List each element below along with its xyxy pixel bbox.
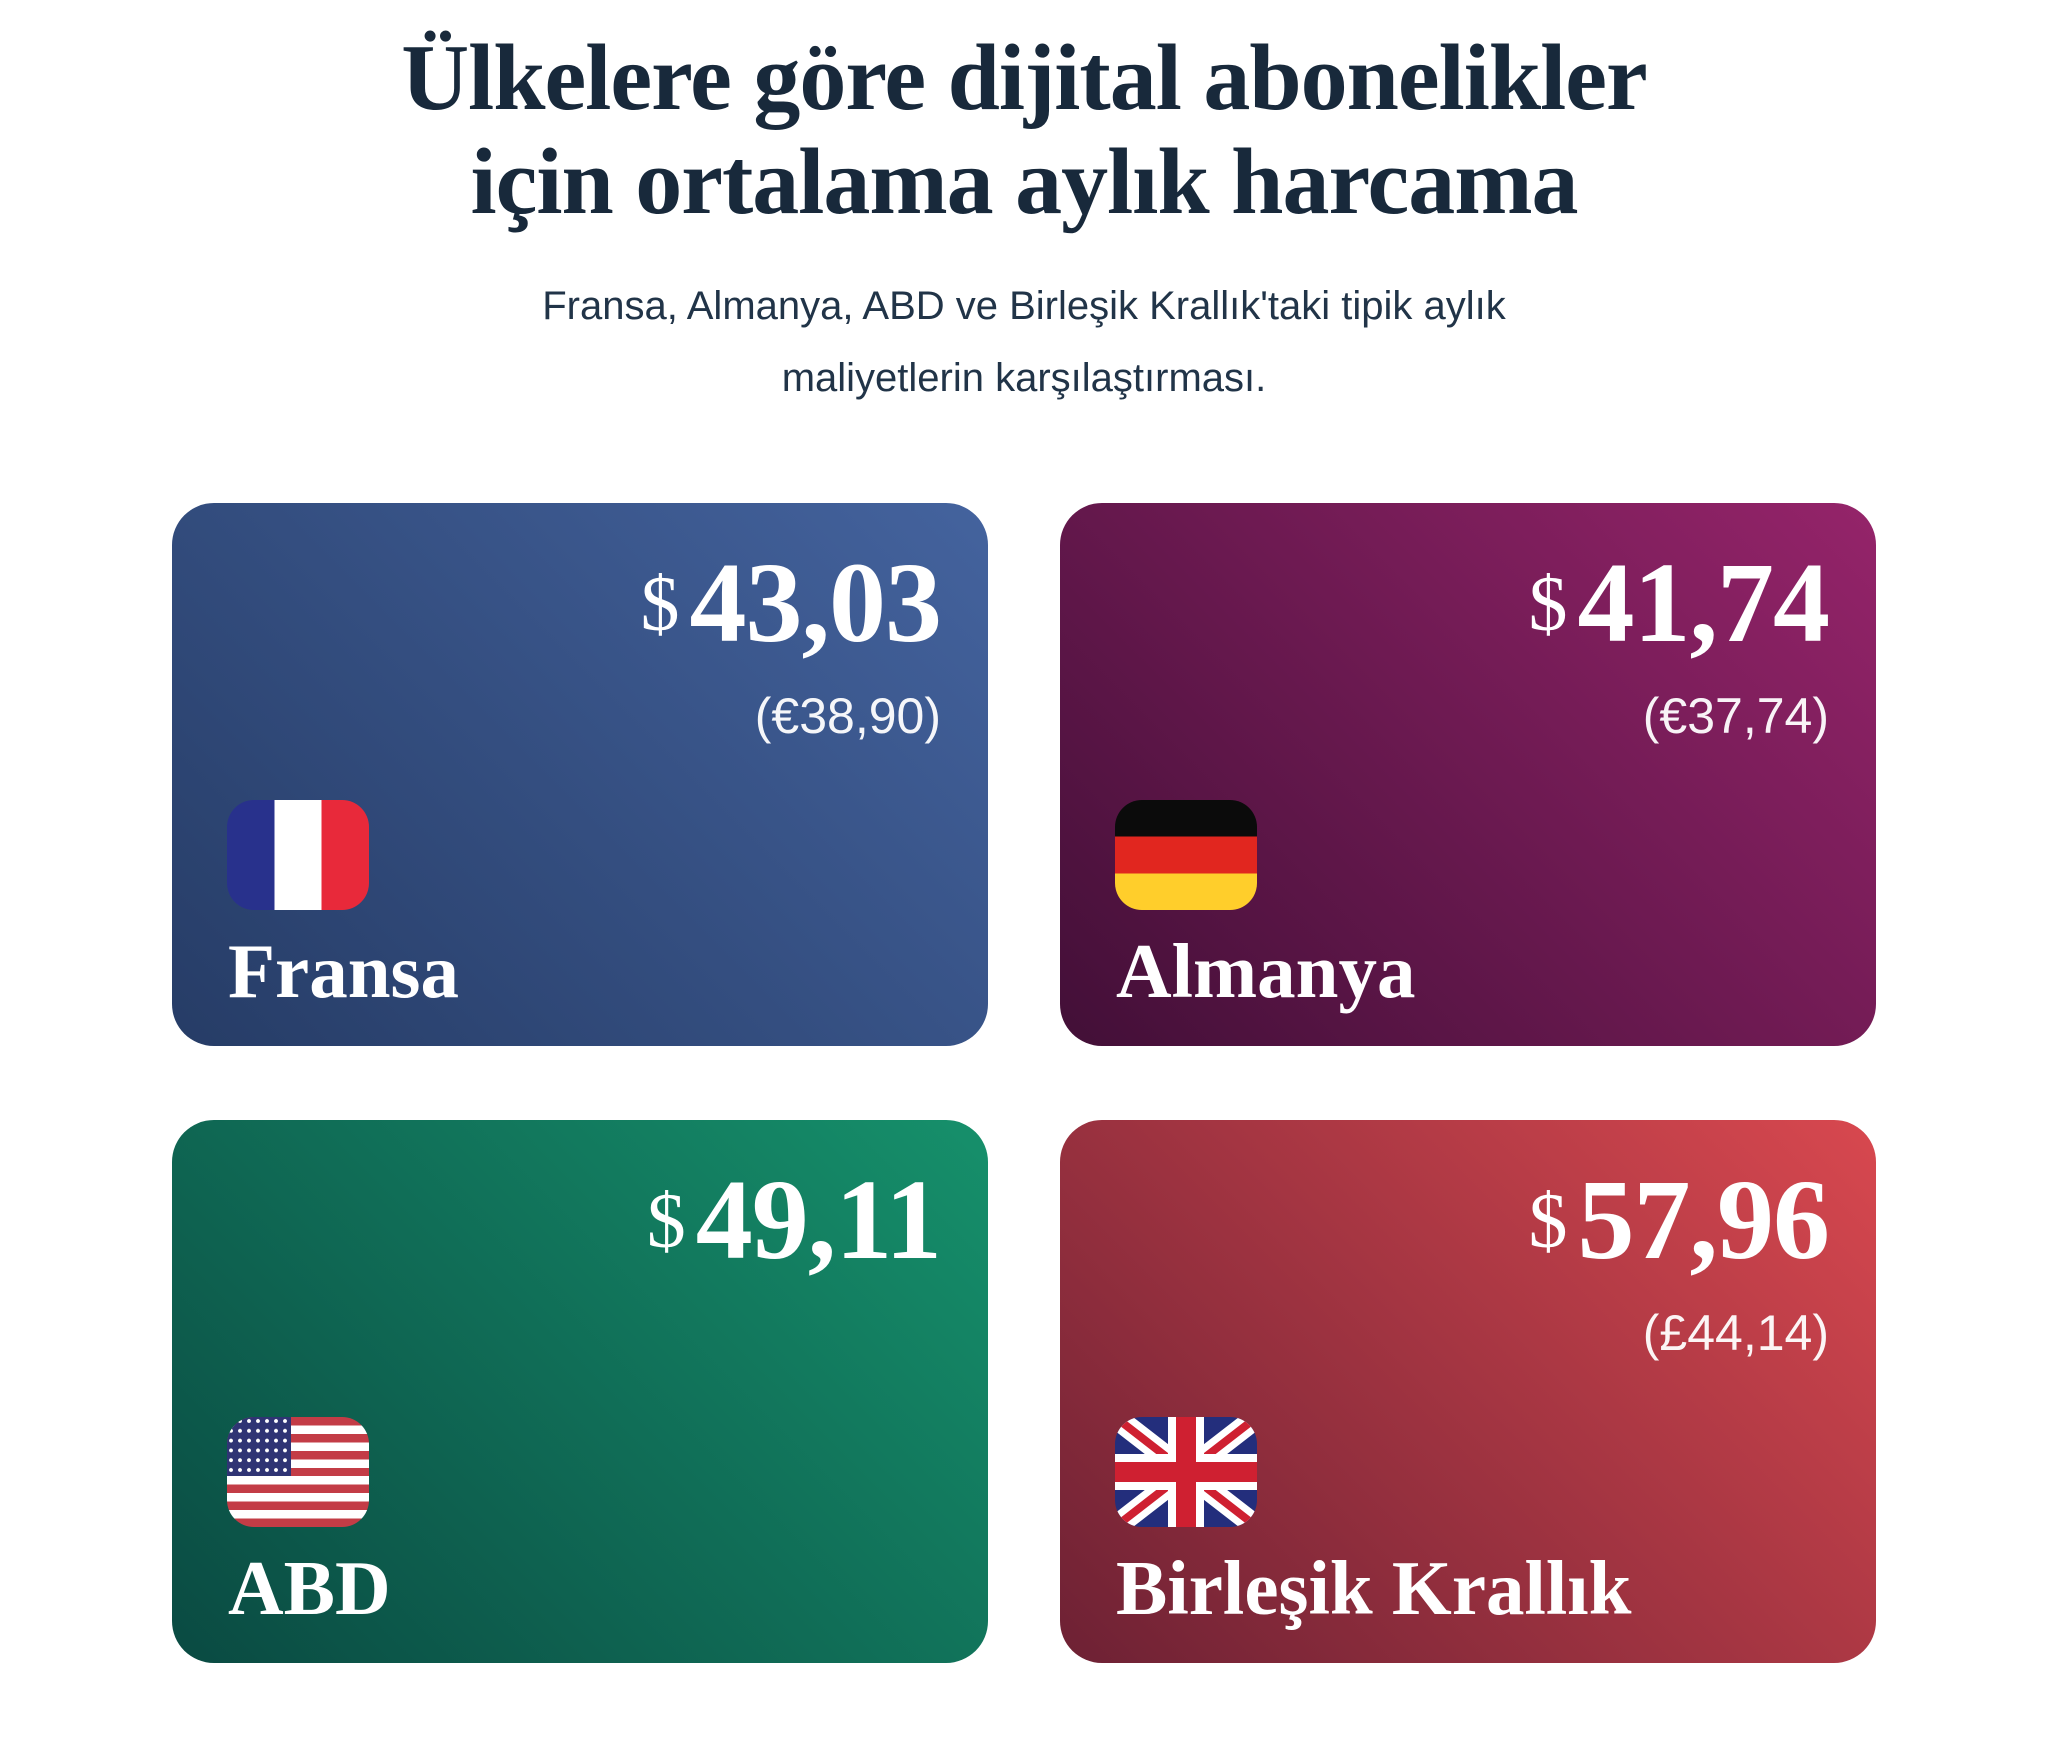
- uk-flag-icon: [1115, 1417, 1257, 1527]
- price-local: [647, 1304, 941, 1362]
- subtitle-line-1: Fransa, Almanya, ABD ve Birleşik Krallık…: [542, 284, 1506, 328]
- header: Ülkelere göre dijital abonelikler için or…: [0, 0, 2048, 414]
- price-block: $43,03 (€38,90): [641, 543, 942, 745]
- country-card-usa: $49,11 ABD: [172, 1120, 988, 1663]
- price-usd: $41,74: [1529, 543, 1830, 675]
- page-title: Ülkelere göre dijital abonelikler için or…: [0, 26, 2048, 234]
- price-local: (£44,14): [1642, 1305, 1829, 1361]
- page-subtitle: Fransa, Almanya, ABD ve Birleşik Krallık…: [0, 270, 2048, 414]
- dollar-symbol: $: [640, 560, 680, 647]
- price-block: $41,74 (€37,74): [1529, 543, 1830, 745]
- price-amount: 49,11: [695, 1156, 942, 1283]
- dollar-symbol: $: [1528, 560, 1568, 647]
- price-block: $57,96 (£44,14): [1529, 1160, 1830, 1362]
- price-usd: $49,11: [646, 1160, 942, 1292]
- price-amount: 43,03: [689, 539, 942, 666]
- price-amount: 57,96: [1577, 1156, 1830, 1283]
- country-label: Almanya: [1116, 928, 1416, 1014]
- country-label: Birleşik Krallık: [1116, 1545, 1632, 1631]
- country-label: ABD: [228, 1545, 391, 1631]
- country-card-germany: $41,74 (€37,74) Almanya: [1060, 503, 1876, 1046]
- title-line-2: için ortalama aylık harcama: [470, 130, 1578, 234]
- country-cards-grid: $43,03 (€38,90) Fransa $41,74 (€37,74) A…: [172, 503, 1876, 1663]
- dollar-symbol: $: [646, 1177, 686, 1264]
- dollar-symbol: $: [1528, 1177, 1568, 1264]
- country-card-france: $43,03 (€38,90) Fransa: [172, 503, 988, 1046]
- usa-flag-icon: [227, 1417, 369, 1527]
- title-line-1: Ülkelere göre dijital abonelikler: [401, 26, 1647, 130]
- price-local: (€37,74): [1642, 688, 1829, 744]
- france-flag-icon: [227, 800, 369, 910]
- price-block: $49,11: [646, 1160, 942, 1362]
- price-amount: 41,74: [1577, 539, 1830, 666]
- subtitle-line-2: maliyetlerin karşılaştırması.: [781, 356, 1267, 400]
- price-usd: $57,96: [1529, 1160, 1830, 1292]
- country-card-uk: $57,96 (£44,14) Birleşik Krallık: [1060, 1120, 1876, 1663]
- price-usd: $43,03: [641, 543, 942, 675]
- country-label: Fransa: [228, 928, 459, 1014]
- usa-flag-canton: [227, 1417, 291, 1476]
- germany-flag-icon: [1115, 800, 1257, 910]
- price-local: (€38,90): [754, 688, 941, 744]
